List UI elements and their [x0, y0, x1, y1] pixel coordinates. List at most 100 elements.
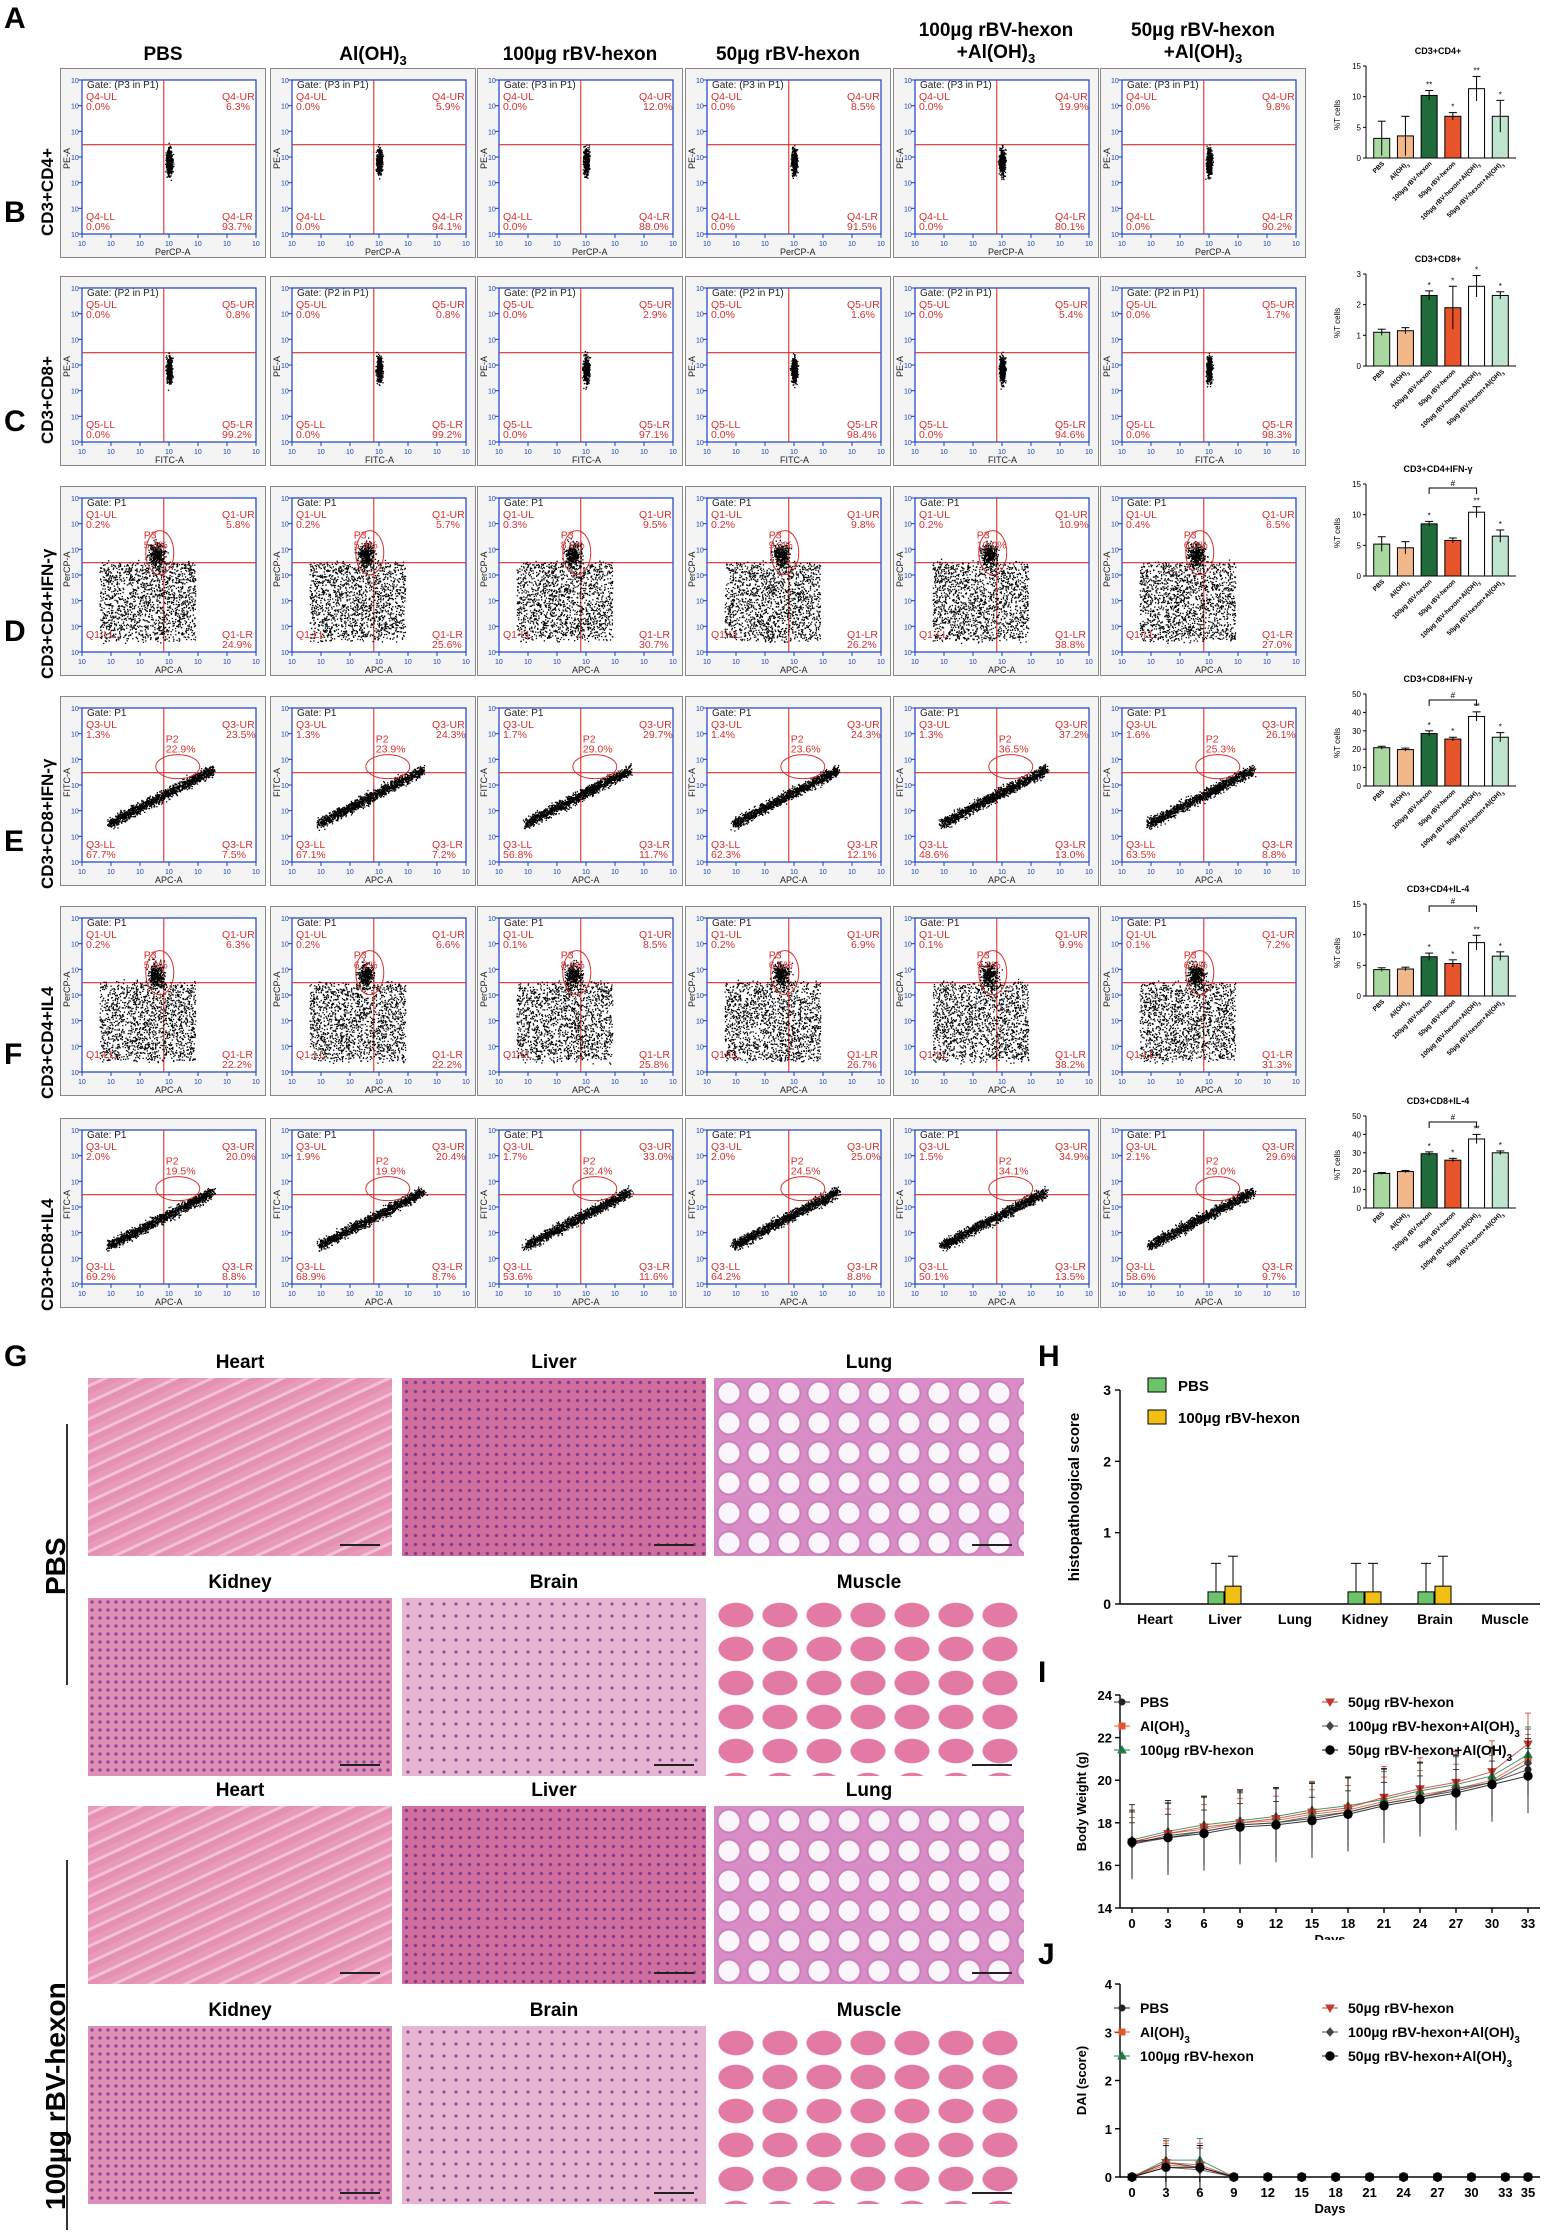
bar-chart-title: CD3+CD8+IL-4 [1407, 1096, 1470, 1106]
x-axis-label: APC-A [1195, 1085, 1223, 1095]
scale-bar [340, 1764, 380, 1766]
quadrant-ur-value: 8.5% [851, 101, 875, 113]
x-tick-label: 10 [194, 1079, 202, 1086]
p-gate [562, 530, 592, 576]
y-tick-label: 10 [904, 1256, 912, 1263]
legend-label: PBS [1140, 1694, 1169, 1710]
y-tick-label: 10 [1111, 155, 1119, 162]
x-tick-label: 10 [732, 869, 740, 876]
data-point [1500, 2172, 1511, 2182]
legend-item: 50µg rBV-hexon+Al(OH)3 [1322, 2048, 1513, 2070]
quadrant-ur-name: Q1-UR [847, 929, 880, 941]
x-tick-label: 10 [136, 1291, 144, 1298]
y-tick-label: 10 [904, 547, 912, 554]
events [516, 538, 614, 644]
flow-plot: 1010101010101010101010101010PerCP-APE-AG… [685, 68, 891, 258]
p-gate-name: P2 [166, 734, 179, 746]
y-tick-label: 10 [71, 860, 79, 867]
y-tick-label: 10 [488, 129, 496, 136]
x-axis-label: FITC-A [572, 455, 601, 465]
quadrant-ul-value: 0.0% [1126, 309, 1150, 321]
quadrant-ll-name: Q1-LL [711, 629, 740, 641]
flow-plot: 1010101010101010101010101010APC-AFITC-AG… [685, 696, 891, 886]
data-point [1127, 1837, 1137, 1847]
x-tick-label: 10 [1292, 869, 1300, 876]
panel-letter-e: E [4, 825, 24, 859]
significance-mark: ** [1473, 702, 1479, 711]
x-tick-label: 10 [819, 449, 827, 456]
y-tick-label: 1 [1103, 1525, 1111, 1541]
y-tick-label: 10 [1352, 1186, 1361, 1195]
x-tick-label: 10 [1056, 1079, 1064, 1086]
significance-mark: * [1499, 723, 1502, 732]
y-axis-label: %T cells [1333, 518, 1342, 548]
x-axis-label: APC-A [572, 875, 600, 885]
legend-label: Al(OH)3 [1140, 2024, 1190, 2046]
y-tick-label: 10 [904, 181, 912, 188]
y-tick-label: 10 [281, 650, 289, 657]
comparison-bracket [1428, 699, 1478, 706]
legend-label: 100µg rBV-hexon [1178, 1410, 1300, 1427]
significance-mark: * [1451, 103, 1454, 112]
x-axis-label: APC-A [572, 665, 600, 675]
quadrant-ul-value: 0.3% [503, 519, 527, 531]
events [105, 1187, 217, 1252]
quadrant-ll-value: 50.1% [919, 1271, 949, 1283]
y-tick-label: 10 [281, 181, 289, 188]
bar-chart-title: CD3+CD4+IL-4 [1407, 884, 1470, 894]
x-tick-label: 10 [136, 869, 144, 876]
p-gate-name: P2 [376, 1156, 389, 1168]
y-tick-label: 10 [281, 1128, 289, 1135]
plot-area [81, 1129, 257, 1285]
x-tick-label: 0 [1128, 1916, 1135, 1931]
x-tick-label: 10 [1176, 659, 1184, 666]
x-tick-label: 10 [553, 449, 561, 456]
significance-mark: * [1428, 721, 1431, 730]
flow-plot: 1010101010101010101010101010APC-AFITC-AG… [1100, 1118, 1306, 1308]
category-label: PBS [1372, 788, 1387, 803]
y-tick-label: 10 [71, 522, 79, 529]
x-axis-label: APC-A [155, 1297, 183, 1307]
x-axis-label: Days [1314, 1932, 1345, 1940]
data-point [1118, 2004, 1126, 2012]
bar [1396, 330, 1414, 367]
scale-bar [654, 2192, 694, 2194]
quadrant-ll-value: 0.0% [503, 429, 527, 441]
x-tick-label: 10 [1085, 1079, 1093, 1086]
data-point [1330, 2172, 1341, 2182]
gate-label: Gate: P1 [712, 918, 752, 929]
data-point [1195, 2162, 1205, 2173]
quadrant-ur-value: 10.9% [1059, 519, 1089, 531]
y-tick-label: 10 [1111, 757, 1119, 764]
y-tick-label: 10 [71, 1019, 79, 1026]
quadrant-ur-name: Q3-UR [222, 1141, 255, 1153]
bar [1420, 733, 1438, 787]
bar [1373, 969, 1391, 997]
y-tick-label: 3 [1105, 2025, 1112, 2040]
p-gate-name: P3 [769, 950, 782, 962]
quadrant-ul-name: Q5-UL [1126, 299, 1157, 311]
events [582, 144, 591, 179]
x-tick-label: 10 [462, 241, 470, 248]
quadrant-ur-value: 25.0% [851, 1151, 881, 1163]
x-tick-label: 10 [136, 449, 144, 456]
y-axis-label: %T cells [1333, 308, 1342, 338]
quadrant-lr-value: 97.1% [639, 429, 669, 441]
x-axis-label: APC-A [1195, 875, 1223, 885]
y-tick-label: 10 [71, 206, 79, 213]
y-tick-label: 10 [696, 337, 704, 344]
data-point [1487, 1779, 1497, 1790]
x-tick-label: 10 [252, 1291, 260, 1298]
y-tick-label: 10 [71, 78, 79, 85]
events [375, 351, 385, 387]
bar [1420, 1153, 1438, 1209]
flow-plot: 1010101010101010101010101010APC-APerCP-A… [685, 906, 891, 1096]
quadrant-ul-value: 1.3% [296, 729, 320, 741]
events [938, 763, 1050, 829]
quadrant-ul-value: 0.4% [1126, 519, 1150, 531]
y-axis-label: PE-A [1102, 356, 1112, 377]
x-tick-label: 10 [969, 869, 977, 876]
y-tick-label: 10 [281, 1154, 289, 1161]
comparison-mark: # [1451, 897, 1456, 906]
y-axis-label: PE-A [687, 148, 697, 169]
